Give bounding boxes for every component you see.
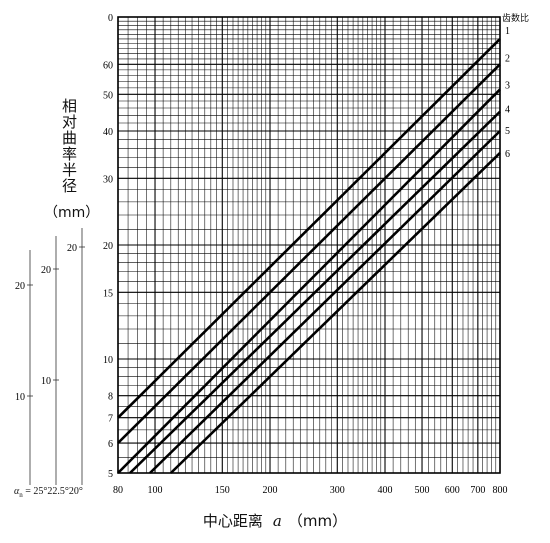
alpha-scale-label: αn = 25°22.5°20° xyxy=(14,486,83,499)
y-tick-label: 6 xyxy=(108,439,113,450)
y-tick-label: 40 xyxy=(103,127,113,138)
alpha-scales: 20 10 20 10 20 xyxy=(15,228,85,485)
x-tick-label: 300 xyxy=(330,485,345,496)
series-label-3: 3 xyxy=(505,80,510,91)
alpha-scale-tick-label: 20 xyxy=(67,243,77,254)
x-tick-label: 80 xyxy=(113,485,123,496)
series-label-1: 1 xyxy=(505,26,510,37)
alpha-angles: = 25°22.5°20° xyxy=(22,486,83,497)
series-labels: 1 2 3 4 5 6 xyxy=(505,26,510,160)
x-tick-label: 200 xyxy=(263,485,278,496)
y-tick-label: 10 xyxy=(103,355,113,366)
y-tick-label: 8 xyxy=(108,392,113,403)
series-label-2: 2 xyxy=(505,53,510,64)
y-tick-labels: 5 6 7 8 10 15 20 30 40 50 60 0 xyxy=(103,13,113,480)
legend-title: 齿数比 xyxy=(502,14,530,24)
y-tick-label: 5 xyxy=(108,469,113,480)
alpha-symbol: α xyxy=(14,486,20,497)
y-axis-label: 相对曲率半径 xyxy=(60,98,78,194)
x-tick-label: 150 xyxy=(215,485,230,496)
x-tick-label: 400 xyxy=(378,485,393,496)
alpha-subscript: n xyxy=(19,491,23,499)
series-label-6: 6 xyxy=(505,149,510,160)
y-tick-label-top: 0 xyxy=(108,13,113,24)
y-tick-label: 15 xyxy=(103,288,113,299)
y-tick-label: 7 xyxy=(108,414,113,425)
x-axis-label-row: 中心距离 a （mm） xyxy=(0,510,550,531)
x-axis-unit: （mm） xyxy=(287,512,348,530)
y-tick-label: 60 xyxy=(103,60,113,71)
plot-frame xyxy=(117,16,501,474)
series-line-6 xyxy=(169,152,501,474)
series-line-4 xyxy=(129,110,501,474)
y-tick-label: 30 xyxy=(103,174,113,185)
series-line-5 xyxy=(149,130,501,474)
x-axis-variable: a xyxy=(272,512,282,530)
series-line-3 xyxy=(117,88,501,474)
series-label-5: 5 xyxy=(505,126,510,137)
x-tick-label: 500 xyxy=(415,485,430,496)
alpha-scale-tick-label: 20 xyxy=(15,281,25,292)
alpha-scale-tick-label: 20 xyxy=(41,265,51,276)
series-lines xyxy=(117,38,501,474)
x-axis-label: 中心距离 xyxy=(202,512,263,530)
x-tick-label: 800 xyxy=(493,485,508,496)
x-tick-labels: 80 100 150 200 300 400 500 600 700 800 xyxy=(113,485,508,496)
x-tick-label: 100 xyxy=(148,485,163,496)
y-tick-label: 50 xyxy=(103,90,113,101)
x-tick-label: 700 xyxy=(470,485,485,496)
x-tick-label: 600 xyxy=(445,485,460,496)
series-label-4: 4 xyxy=(505,105,510,116)
grid xyxy=(117,16,501,474)
y-axis-unit: （mm） xyxy=(44,205,100,221)
y-tick-label: 20 xyxy=(103,241,113,252)
alpha-scale-tick-label: 10 xyxy=(15,392,25,403)
series-line-2 xyxy=(117,63,501,444)
alpha-scale-tick-label: 10 xyxy=(41,376,51,387)
series-line-1 xyxy=(117,38,501,419)
